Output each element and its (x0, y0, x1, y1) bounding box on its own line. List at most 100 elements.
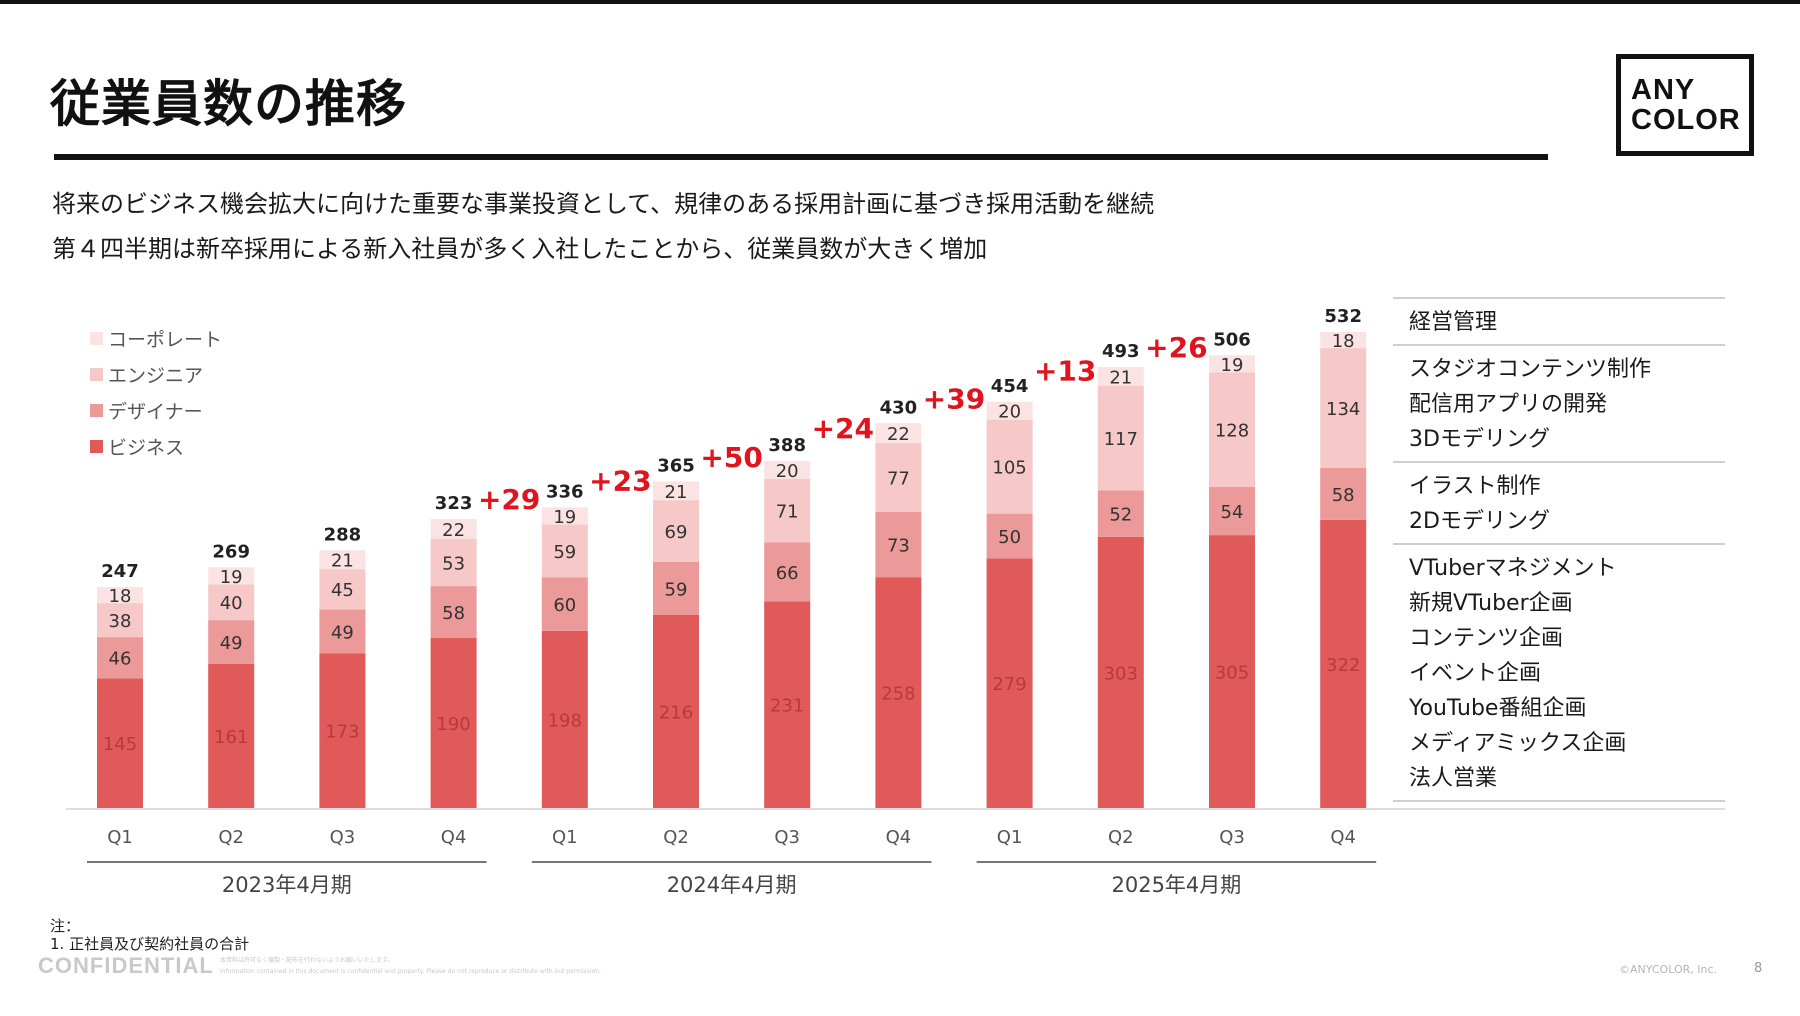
roles-group-corporate: 経営管理 (1393, 297, 1725, 344)
segment-value-label: 77 (887, 468, 910, 489)
segment-value-label: 19 (1221, 355, 1244, 376)
roles-group-engineer: スタジオコンテンツ制作 配信用アプリの開発 3Dモデリング (1393, 344, 1725, 461)
legend-label-corporate: コーポレート (108, 328, 223, 351)
total-value-label: 336 (546, 481, 584, 502)
segment-value-label: 105 (992, 458, 1026, 479)
segment-value-label: 73 (887, 536, 910, 557)
total-value-label: 506 (1213, 329, 1251, 350)
total-value-label: 247 (101, 561, 139, 582)
legend-swatch-business (90, 439, 103, 453)
bar-segment (875, 442, 922, 512)
increase-label: +50 (700, 441, 762, 474)
bar-segment (208, 663, 255, 808)
segment-value-label: 22 (442, 520, 465, 541)
bar-segment (430, 586, 477, 638)
role-line: コンテンツ企画 (1409, 626, 1564, 651)
x-tick-label: Q4 (886, 827, 912, 848)
increase-label: +13 (1034, 354, 1096, 387)
role-line: 3Dモデリング (1409, 427, 1550, 452)
segment-value-label: 71 (776, 502, 799, 523)
x-tick-label: Q1 (997, 827, 1023, 848)
segment-value-label: 22 (887, 424, 910, 445)
segment-value-label: 305 (1215, 663, 1249, 684)
total-value-label: 288 (324, 524, 362, 545)
x-tick-label: Q3 (1219, 827, 1245, 848)
segment-value-label: 58 (442, 603, 465, 624)
disclaimer-line-1: 本資料は許可なく複製・配布を行わないようお願いいたします。 (220, 957, 394, 964)
fiscal-year-label: 2025年4月期 (1111, 873, 1241, 897)
x-tick-label: Q2 (218, 827, 244, 848)
bar-segment (319, 550, 366, 570)
segment-value-label: 231 (770, 696, 804, 717)
bar-segment (541, 577, 588, 631)
bar-segment (875, 511, 922, 578)
segment-value-label: 134 (1326, 399, 1360, 420)
increase-label: +39 (923, 383, 985, 416)
bar-segment (1320, 468, 1367, 520)
segment-value-label: 66 (776, 563, 799, 584)
bar-segment (1097, 385, 1144, 491)
x-tick-label: Q1 (552, 827, 578, 848)
bar-segment (97, 587, 143, 604)
segment-value-label: 60 (553, 595, 576, 616)
bar-segment (1209, 486, 1255, 536)
role-line: VTuberマネジメント (1409, 556, 1617, 581)
segment-value-label: 69 (665, 522, 688, 543)
confidential-label: CONFIDENTIAL (38, 953, 214, 978)
segment-value-label: 21 (665, 482, 688, 503)
bar-segment (653, 614, 699, 808)
roles-group-business: VTuberマネジメント 新規VTuber企画 コンテンツ企画 イベント企画 Y… (1393, 543, 1725, 802)
bar-segment (1320, 348, 1367, 468)
bar-segment (653, 481, 699, 501)
bar-segment (1320, 519, 1367, 808)
role-line: 2Dモデリング (1409, 509, 1550, 534)
legend-swatch-corporate (90, 331, 103, 345)
total-value-label: 493 (1102, 341, 1140, 362)
total-value-label: 269 (212, 541, 250, 562)
subtitle-line-1: 将来のビジネス機会拡大に向けた重要な事業投資として、規律のある採用計画に基づき採… (52, 190, 1155, 218)
total-value-label: 388 (768, 435, 806, 456)
department-roles-panel: 経営管理 スタジオコンテンツ制作 配信用アプリの開発 3Dモデリング イラスト制… (1393, 297, 1725, 802)
segment-value-label: 279 (992, 674, 1026, 695)
segment-value-label: 216 (659, 702, 693, 723)
segment-value-label: 322 (1326, 655, 1360, 676)
segment-value-label: 21 (331, 551, 354, 572)
segment-value-label: 18 (1332, 331, 1355, 352)
anycolor-logo: ANY COLOR (1616, 54, 1754, 156)
bar-segment (97, 678, 143, 808)
bar-segment (430, 638, 477, 808)
segment-value-label: 117 (1104, 429, 1138, 450)
bar-segment (1097, 366, 1144, 386)
segment-value-label: 54 (1221, 502, 1244, 523)
x-tick-label: Q2 (663, 827, 689, 848)
legend-item-business: ビジネス (90, 428, 222, 464)
bar-segment (208, 567, 255, 585)
segment-value-label: 50 (998, 527, 1021, 548)
copyright-text: ©ANYCOLOR, Inc. (1619, 963, 1718, 976)
bar-segment (875, 423, 922, 443)
bar-segment (541, 524, 588, 578)
total-value-label: 454 (991, 376, 1029, 397)
bar-segment (875, 577, 922, 808)
bar-segment (653, 561, 699, 615)
bar-segment (1097, 536, 1144, 808)
increase-label: +23 (589, 464, 651, 497)
segment-value-label: 59 (665, 579, 688, 600)
role-line: メディアミックス企画 (1409, 731, 1627, 756)
bar-segment (764, 460, 811, 479)
x-tick-label: Q3 (330, 827, 356, 848)
bar-segment (986, 558, 1033, 808)
increase-label: +24 (812, 412, 874, 445)
bar-segment (764, 478, 811, 543)
role-line: YouTube番組企画 (1409, 696, 1587, 721)
bar-segment (541, 507, 588, 525)
bar-segment (97, 637, 143, 679)
bar-segment (1097, 490, 1144, 537)
top-border (0, 0, 1800, 4)
footnote-heading: 注： (50, 917, 81, 935)
segment-value-label: 173 (325, 722, 359, 743)
total-value-label: 430 (880, 397, 918, 418)
segment-value-label: 19 (220, 567, 243, 588)
bar-segment (764, 601, 811, 808)
segment-value-label: 19 (553, 507, 576, 528)
